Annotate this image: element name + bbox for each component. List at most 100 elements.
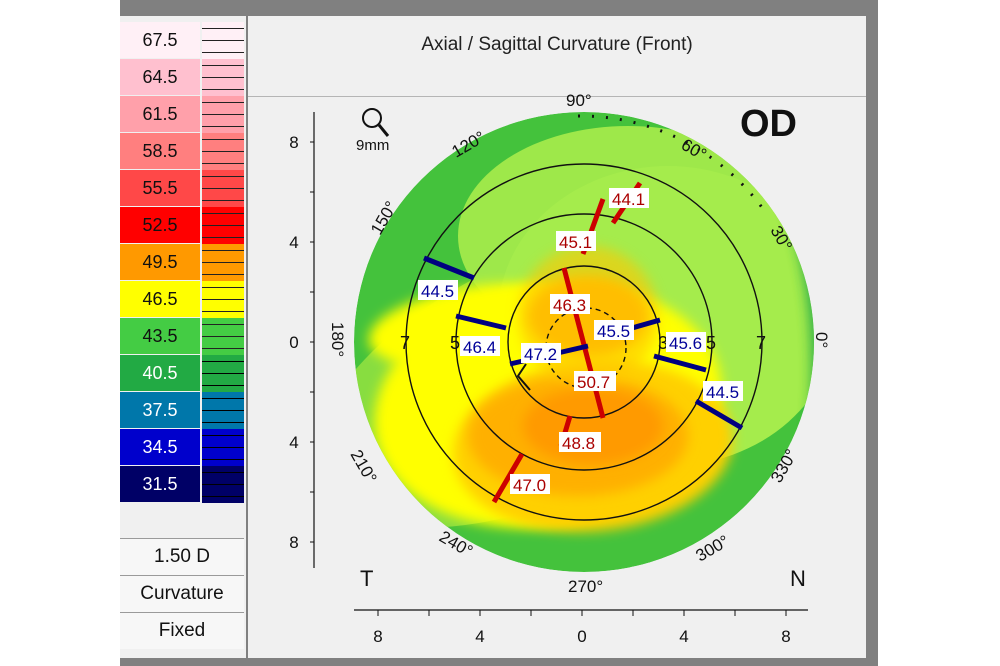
scale-tick: [202, 225, 244, 226]
topography-map[interactable]: 7 5 3 5 7 44.1 45.1: [248, 16, 866, 658]
flat-segment: [455, 313, 507, 331]
scale-tick: [202, 447, 244, 448]
flat-reading: 47.2: [524, 345, 557, 364]
scale-step-box[interactable]: 1.50 D: [120, 538, 244, 575]
scale-tick: [202, 250, 244, 251]
angle-label: 90°: [566, 91, 592, 110]
steep-segment: [561, 267, 606, 419]
zoom-label: 9mm: [356, 137, 389, 154]
steep-reading: 48.8: [562, 434, 595, 453]
scale-tick: [202, 435, 244, 436]
angle-label: 180°: [328, 322, 347, 357]
y-tick-label: 4: [289, 433, 298, 452]
curvature-map-panel: Axial / Sagittal Curvature (Front): [248, 16, 866, 658]
ring-label: 7: [756, 333, 766, 353]
temporal-label: T: [360, 566, 373, 591]
scale-tick: [202, 472, 244, 473]
flat-reading: 45.5: [597, 322, 630, 341]
scale-label: 37.5: [120, 392, 200, 428]
scale-step: 1.50 D: [154, 546, 210, 567]
angle-label: 210°: [347, 447, 381, 487]
scale-tick: [202, 274, 244, 275]
scale-tick: [202, 139, 244, 140]
eye-label: OD: [740, 103, 797, 145]
scale-tick: [202, 126, 244, 127]
scale-tick: [202, 40, 244, 41]
y-tick-label: 0: [289, 333, 298, 352]
map-title: Axial / Sagittal Curvature (Front): [421, 34, 693, 55]
scale-label: 43.5: [120, 318, 200, 354]
steep-reading: 50.7: [577, 373, 610, 392]
scale-tick: [202, 361, 244, 362]
scale-tick: [202, 28, 244, 29]
title-divider: [248, 96, 866, 97]
scale-label: 46.5: [120, 281, 200, 317]
flat-reading: 44.5: [706, 383, 739, 402]
scale-tick: [202, 77, 244, 78]
flat-reading: 44.5: [421, 282, 454, 301]
color-scale-panel: 67.5 64.5 61.5 58.5 55.5 52.5 49.5 46.5 43.5 40.5…: [120, 16, 246, 658]
steep-reading: 44.1: [612, 190, 645, 209]
scale-label: 61.5: [120, 96, 200, 132]
scale-label: 58.5: [120, 133, 200, 169]
scale-tick: [202, 237, 244, 238]
x-axis: 8 4 0 4 8: [354, 609, 808, 646]
x-tick-label: 8: [373, 627, 382, 646]
scale-tick: [202, 163, 244, 164]
scale-label: 55.5: [120, 170, 200, 206]
boundary-dots: [577, 114, 770, 217]
flat-readings: 44.5 46.4 47.2 45.5 45.6 44.5: [418, 280, 743, 402]
apex-marker: [516, 363, 531, 391]
scale-tick: [202, 459, 244, 460]
ring-label: 7: [400, 333, 410, 353]
scale-tick: [202, 398, 244, 399]
scale-label: 49.5: [120, 244, 200, 280]
steep-reading: 47.0: [513, 476, 546, 495]
steep-reading: 45.1: [559, 233, 592, 252]
scale-label: 64.5: [120, 59, 200, 95]
scale-tick: [202, 65, 244, 66]
distance-rings: [405, 163, 763, 521]
scale-type: Curvature: [140, 583, 224, 604]
x-tick-label: 4: [679, 627, 688, 646]
ring-label: 5: [450, 333, 460, 353]
scale-tick: [202, 213, 244, 214]
angle-label: 270°: [568, 577, 603, 596]
scale-tick: [202, 422, 244, 423]
scale-mode-box[interactable]: Fixed: [120, 612, 244, 649]
scale-label: 34.5: [120, 429, 200, 465]
scale-tick: [202, 336, 244, 337]
nasal-label: N: [790, 566, 806, 591]
scale-type-box[interactable]: Curvature: [120, 575, 244, 612]
y-axis: 8 4 0 4 8: [289, 112, 315, 568]
scale-tick: [202, 348, 244, 349]
y-tick-label: 8: [289, 533, 298, 552]
scale-tick: [202, 262, 244, 263]
scale-tick: [202, 114, 244, 115]
scale-tick: [202, 102, 244, 103]
scale-label: 40.5: [120, 355, 200, 391]
scale-tick: [202, 385, 244, 386]
ring-label: 3: [658, 333, 668, 353]
scale-tick: [202, 89, 244, 90]
ring-label: 5: [706, 333, 716, 353]
curvature-colormap: [354, 112, 814, 572]
x-tick-label: 8: [781, 627, 790, 646]
flat-segment: [631, 317, 661, 331]
y-tick-label: 8: [289, 133, 298, 152]
scale-tick: [202, 410, 244, 411]
scale-tick: [202, 176, 244, 177]
scale-mode: Fixed: [158, 620, 206, 641]
scale-tick: [202, 324, 244, 325]
steep-segment: [491, 452, 525, 504]
scale-tick: [202, 496, 244, 497]
scale-tick: [202, 200, 244, 201]
scale-label: 67.5: [120, 22, 200, 58]
x-tick-label: 0: [577, 627, 586, 646]
scale-tick: [202, 484, 244, 485]
zoom-icon[interactable]: [362, 108, 390, 137]
scale-tick: [202, 188, 244, 189]
flat-segment: [423, 255, 475, 281]
flat-reading: 45.6: [669, 334, 702, 353]
x-tick-label: 4: [475, 627, 484, 646]
